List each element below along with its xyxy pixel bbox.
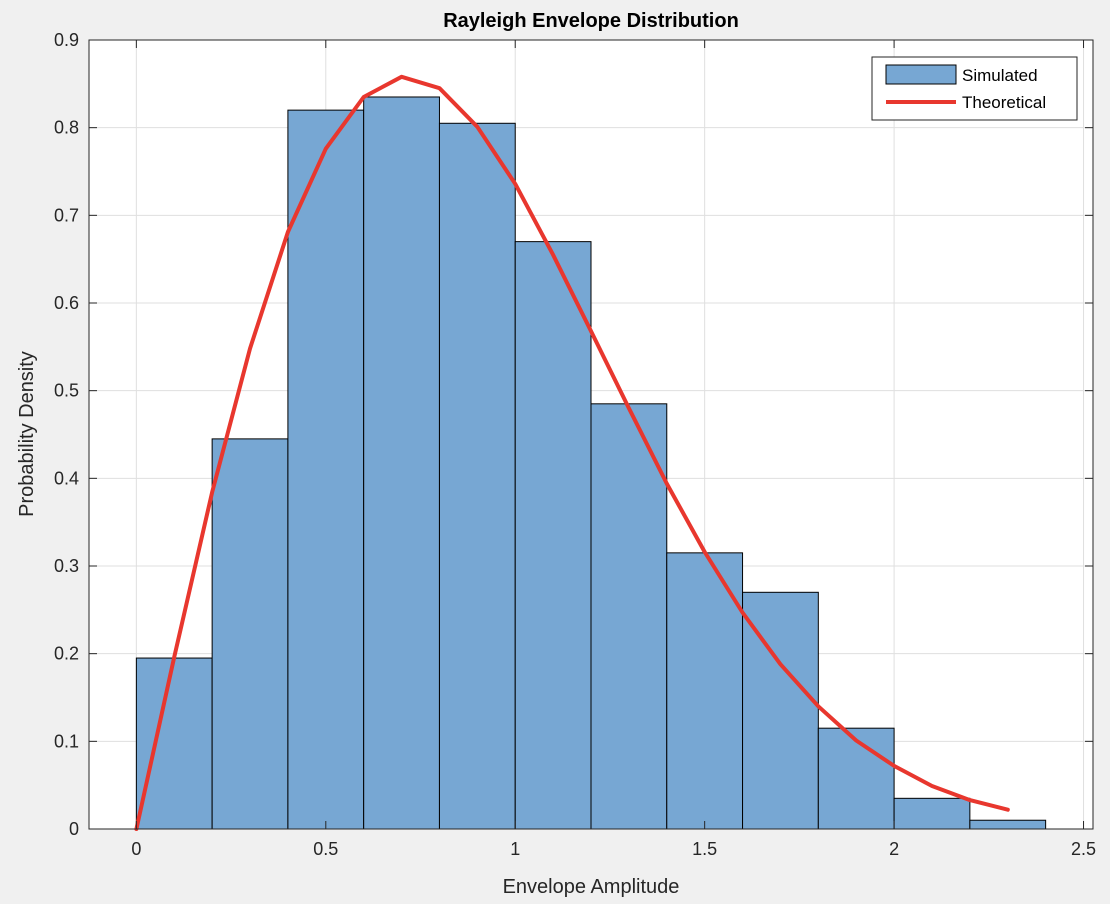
histogram-bar (135, 657, 213, 830)
x-tick-label: 1 (510, 839, 520, 859)
histogram-bar (590, 403, 668, 830)
histogram-bars (135, 96, 1047, 830)
histogram-bar (287, 109, 365, 830)
x-tick-label: 0 (131, 839, 141, 859)
chart-title: Rayleigh Envelope Distribution (443, 10, 739, 32)
x-tick-label: 1.5 (692, 839, 717, 859)
histogram-bar (363, 96, 440, 830)
x-tick-label: 2 (889, 839, 899, 859)
y-tick-label: 0.2 (54, 644, 79, 664)
y-tick-label: 0.9 (54, 30, 79, 50)
y-tick-label: 0.4 (54, 468, 79, 488)
y-tick-label: 0.3 (54, 556, 79, 576)
y-tick-label: 0 (69, 819, 79, 839)
legend-swatch-simulated (885, 64, 957, 85)
legend-label-simulated: Simulated (962, 66, 1038, 85)
y-tick-label: 0.6 (54, 293, 79, 313)
y-tick-label: 0.7 (54, 205, 79, 225)
y-tick-label: 0.5 (54, 381, 79, 401)
theoretical-line (134, 74, 1010, 831)
x-tick-label: 0.5 (313, 839, 338, 859)
y-tick-label: 0.1 (54, 731, 79, 751)
histogram-bar (969, 819, 1047, 830)
histogram-bar (211, 438, 289, 830)
histogram-bar (666, 552, 744, 830)
axes-box (88, 39, 1094, 830)
x-tick-label: 2.5 (1071, 839, 1096, 859)
legend-label-theoretical: Theoretical (962, 93, 1046, 112)
y-tick-label: 0.8 (54, 118, 79, 138)
histogram-bar (893, 797, 971, 830)
histogram-bar (438, 122, 516, 830)
theoretical-curve (134, 74, 1010, 831)
y-axis-label: Probability Density (16, 351, 38, 517)
x-axis-label: Envelope Amplitude (503, 876, 680, 898)
histogram-bar (514, 241, 592, 830)
legend: Simulated Theoretical (871, 56, 1078, 121)
histogram-bar (817, 727, 895, 830)
